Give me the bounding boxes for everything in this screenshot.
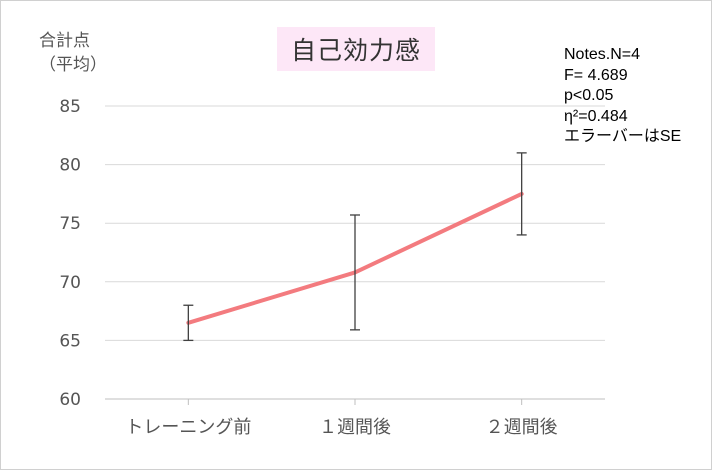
y-axis-label-line1: 合計点 — [39, 31, 90, 51]
stats-notes: Notes.N=4 F= 4.689 p<0.05 η²=0.484 エラーバー… — [564, 45, 681, 148]
notes-line: p<0.05 — [564, 87, 614, 104]
x-tick-label: １週間後 — [319, 417, 391, 438]
y-axis-label-line2: （平均） — [39, 55, 107, 75]
y-tick-label: 85 — [59, 97, 81, 117]
y-tick-label: 75 — [59, 214, 81, 234]
y-tick-label: 60 — [59, 390, 81, 410]
x-tick-label: ２週間後 — [486, 417, 558, 438]
y-axis-label: 合計点 （平均） — [39, 29, 107, 77]
notes-line: Notes.N=4 — [564, 46, 641, 63]
notes-line: エラーバーはSE — [564, 128, 682, 145]
chart-title: 自己効力感 — [277, 27, 435, 71]
y-tick-label: 80 — [59, 156, 81, 176]
x-tick-label: トレーニング前 — [125, 417, 251, 438]
notes-line: η²=0.484 — [564, 107, 628, 125]
y-tick-label: 70 — [59, 273, 81, 293]
y-tick-label: 65 — [59, 331, 81, 351]
notes-line: F= 4.689 — [564, 66, 628, 84]
